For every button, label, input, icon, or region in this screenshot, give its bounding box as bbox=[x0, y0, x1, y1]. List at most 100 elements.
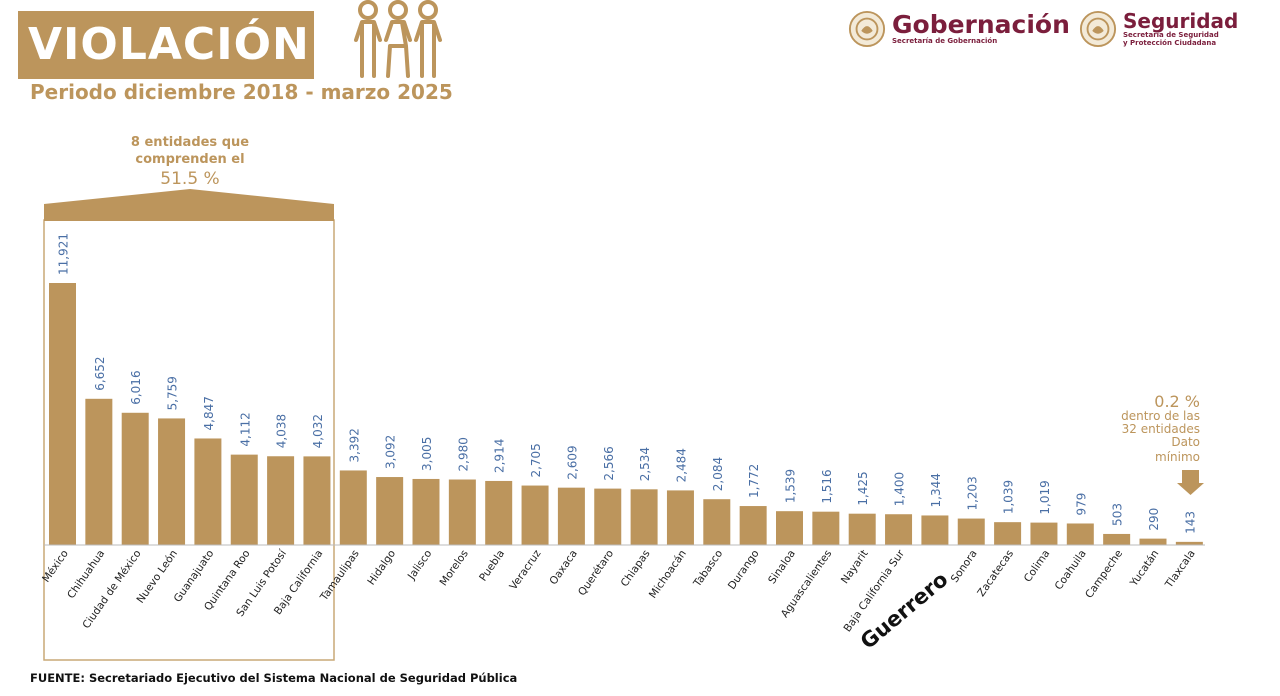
bar-value-label: 4,847 bbox=[202, 396, 216, 430]
bar bbox=[630, 489, 658, 545]
category-label: Michoacán bbox=[647, 548, 689, 601]
bar-value-label: 979 bbox=[1074, 493, 1088, 516]
chart-title: VIOLACIÓN bbox=[18, 11, 314, 79]
category-label: Colima bbox=[1022, 548, 1053, 585]
bar-value-label: 1,772 bbox=[747, 464, 761, 498]
bar bbox=[521, 485, 549, 545]
category-label: Morelos bbox=[438, 548, 471, 588]
bar-value-label: 1,019 bbox=[1038, 480, 1052, 514]
bar bbox=[703, 499, 731, 545]
category-label: Sinaloa bbox=[766, 548, 798, 586]
bar-value-label: 2,980 bbox=[456, 437, 470, 471]
category-label: Jalisco bbox=[405, 548, 434, 583]
source-note: FUENTE: Secretariado Ejecutivo del Siste… bbox=[30, 671, 518, 685]
bar bbox=[666, 490, 694, 545]
group-annotation-pct: 51.5 % bbox=[160, 169, 219, 189]
bar bbox=[557, 487, 585, 545]
bar bbox=[85, 398, 113, 545]
category-label: Tlaxcala bbox=[1163, 548, 1198, 591]
bar bbox=[303, 456, 331, 545]
bar-value-label: 2,609 bbox=[565, 445, 579, 479]
category-label: Veracruz bbox=[507, 547, 543, 592]
bar bbox=[739, 506, 767, 545]
category-label: Oaxaca bbox=[547, 548, 580, 587]
category-label: Zacatecas bbox=[975, 548, 1016, 599]
bar bbox=[267, 456, 295, 545]
bar bbox=[776, 511, 803, 545]
category-label: Querétaro bbox=[576, 548, 616, 598]
seal-icon bbox=[848, 10, 886, 48]
seguridad-sub-2: y Protección Ciudadana bbox=[1123, 39, 1217, 47]
bar-value-label: 6,016 bbox=[129, 370, 143, 404]
gobernacion-logo: Gobernación Secretaría de Gobernación bbox=[848, 10, 1070, 48]
category-label: Campeche bbox=[1083, 548, 1125, 601]
bar bbox=[921, 515, 949, 545]
seguridad-logo: Seguridad Secretaría de Seguridad y Prot… bbox=[1079, 10, 1238, 48]
category-label: Nayarit bbox=[839, 548, 871, 586]
bar-value-label: 6,652 bbox=[93, 356, 107, 390]
bar bbox=[1030, 522, 1058, 545]
group-annotation-line1: 8 entidades que bbox=[131, 135, 249, 150]
min-annotation-line2: 32 entidades bbox=[1122, 422, 1200, 436]
bar bbox=[885, 514, 913, 545]
bar-value-label: 3,005 bbox=[420, 437, 434, 471]
bar-value-label: 2,914 bbox=[493, 439, 507, 473]
bar bbox=[594, 488, 622, 545]
bar bbox=[121, 412, 149, 545]
category-label: Yucatán bbox=[1127, 548, 1161, 590]
bar-value-label: 1,516 bbox=[820, 469, 834, 503]
bar bbox=[812, 511, 840, 545]
bar-value-label: 4,032 bbox=[311, 414, 325, 448]
bar bbox=[230, 454, 258, 545]
category-label: Puebla bbox=[477, 548, 507, 584]
bar-value-label: 2,484 bbox=[674, 448, 688, 482]
seal-icon bbox=[1079, 10, 1117, 48]
bar-value-label: 2,534 bbox=[638, 447, 652, 481]
bar-value-label: 1,539 bbox=[784, 469, 798, 503]
bar-value-label: 1,400 bbox=[893, 472, 907, 506]
bar-value-label: 3,092 bbox=[384, 435, 398, 469]
bar bbox=[158, 418, 186, 545]
bar bbox=[1175, 541, 1203, 545]
bar-value-label: 3,392 bbox=[347, 428, 361, 462]
bar-value-label: 1,344 bbox=[929, 473, 943, 507]
guerrero-highlight-label: Guerrero bbox=[856, 567, 953, 654]
category-label: Tabasco bbox=[691, 548, 725, 590]
bar-value-label: 4,038 bbox=[275, 414, 289, 448]
bar-value-label: 2,084 bbox=[711, 457, 725, 491]
min-annotation-pct: 0.2 % bbox=[1154, 392, 1200, 411]
bar bbox=[1066, 523, 1094, 545]
gobernacion-sub: Secretaría de Gobernación bbox=[892, 37, 998, 46]
chart-subtitle: Periodo diciembre 2018 - marzo 2025 bbox=[30, 80, 453, 104]
bar-value-label: 143 bbox=[1183, 511, 1197, 534]
category-label: Chihuahua bbox=[65, 548, 107, 601]
bar bbox=[194, 438, 222, 545]
bar-value-label: 290 bbox=[1147, 508, 1161, 531]
bar bbox=[1139, 538, 1167, 545]
gobernacion-name: Gobernación bbox=[892, 10, 1070, 40]
min-annotation-line1: dentro de las bbox=[1121, 409, 1200, 423]
family-icon bbox=[354, 0, 442, 78]
bar bbox=[485, 480, 513, 545]
bar-value-label: 2,705 bbox=[529, 443, 543, 477]
bar-value-label: 2,566 bbox=[602, 446, 616, 480]
bar-value-label: 11,921 bbox=[57, 233, 71, 275]
seguridad-sub-1: Secretaría de Seguridad bbox=[1123, 30, 1219, 39]
bar-value-label: 1,425 bbox=[856, 471, 870, 505]
category-label: Coahuila bbox=[1053, 548, 1089, 592]
bar-value-label: 4,112 bbox=[238, 412, 252, 446]
min-annotation-line4: mínimo bbox=[1155, 450, 1200, 464]
seguridad-name: Seguridad bbox=[1123, 8, 1239, 33]
category-label: Durango bbox=[726, 548, 762, 592]
bar-value-label: 1,203 bbox=[965, 476, 979, 510]
category-label: Chiapas bbox=[619, 548, 653, 589]
min-arrow-icon bbox=[1177, 470, 1204, 495]
category-label: Sonora bbox=[949, 548, 980, 585]
bar bbox=[376, 477, 404, 545]
bar-value-label: 503 bbox=[1111, 503, 1125, 526]
bar bbox=[1103, 533, 1131, 545]
group-annotation-line2: comprenden el bbox=[135, 152, 244, 167]
bar bbox=[49, 283, 76, 545]
category-label: Hidalgo bbox=[365, 548, 398, 588]
